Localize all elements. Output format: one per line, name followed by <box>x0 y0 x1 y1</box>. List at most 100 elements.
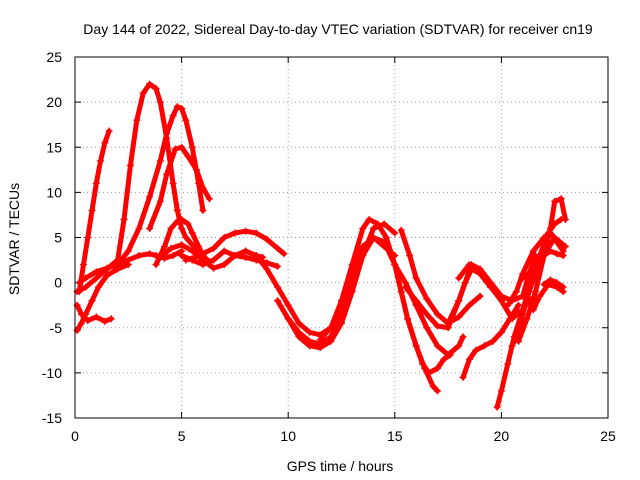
data-point-marker <box>523 315 531 323</box>
data-point-marker <box>173 217 181 225</box>
data-point-marker <box>512 288 520 296</box>
data-point-marker <box>210 256 218 264</box>
y-tick-label: -5 <box>50 320 63 336</box>
data-point-marker <box>497 297 505 305</box>
y-axis-label: SDTVAR / TECUs <box>6 183 22 295</box>
data-point-marker <box>220 247 228 255</box>
data-point-marker <box>553 283 561 291</box>
data-point-marker <box>440 355 448 363</box>
data-point-marker <box>433 310 441 318</box>
data-point-marker <box>561 243 569 251</box>
data-point-marker <box>220 234 228 241</box>
data-point-marker <box>348 261 356 269</box>
data-point-marker <box>546 229 554 237</box>
series-track-03 <box>73 261 132 334</box>
series-track-08 <box>152 215 213 269</box>
data-point-marker <box>380 220 388 228</box>
data-point-marker <box>178 252 186 260</box>
data-point-marker <box>75 279 83 287</box>
data-point-marker <box>163 130 171 138</box>
data-point-marker <box>156 253 164 261</box>
data-point-marker <box>536 292 544 300</box>
data-point-marker <box>84 317 92 325</box>
data-point-marker <box>433 364 441 372</box>
data-point-marker <box>169 252 177 260</box>
data-point-marker <box>529 306 537 314</box>
data-point-marker <box>88 297 96 305</box>
data-point-marker <box>178 143 186 151</box>
data-point-marker <box>92 268 100 276</box>
data-point-marker <box>82 274 90 282</box>
data-point-marker <box>205 195 213 203</box>
data-point-marker <box>401 283 409 291</box>
data-point-marker <box>497 387 505 395</box>
data-point-marker <box>92 179 100 187</box>
data-point-marker <box>156 98 164 106</box>
data-layer <box>73 80 569 411</box>
y-tick-label: -15 <box>42 410 62 426</box>
data-point-marker <box>274 283 282 291</box>
data-point-marker <box>169 179 177 187</box>
data-point-marker <box>444 319 452 327</box>
data-point-marker <box>419 360 427 368</box>
data-point-marker <box>284 301 292 309</box>
data-point-marker <box>199 184 207 192</box>
data-point-marker <box>493 403 501 411</box>
data-point-marker <box>433 322 441 330</box>
data-point-marker <box>178 215 186 223</box>
data-point-marker <box>210 244 218 252</box>
series-track-16 <box>380 238 454 377</box>
data-point-marker <box>316 335 324 343</box>
y-tick-label: 15 <box>46 139 62 155</box>
data-point-marker <box>391 229 399 237</box>
series-track-29 <box>529 280 567 314</box>
data-point-marker <box>84 234 92 241</box>
data-point-marker <box>231 252 239 260</box>
data-point-marker <box>459 333 467 341</box>
data-point-marker <box>487 283 495 291</box>
data-point-marker <box>514 337 522 345</box>
x-tick-label: 15 <box>387 428 403 444</box>
data-point-marker <box>540 234 548 241</box>
data-point-marker <box>455 274 463 282</box>
data-point-marker <box>107 315 115 323</box>
data-point-marker <box>103 271 111 279</box>
data-point-marker <box>199 261 207 269</box>
data-point-marker <box>397 288 405 296</box>
y-tick-label: 5 <box>54 230 62 246</box>
data-point-marker <box>231 229 239 237</box>
data-point-marker <box>423 324 431 332</box>
data-point-marker <box>120 215 128 223</box>
data-point-marker <box>182 116 190 124</box>
data-point-marker <box>544 280 552 288</box>
data-point-marker <box>135 252 143 260</box>
data-point-marker <box>184 152 192 160</box>
data-point-marker <box>263 235 271 243</box>
data-point-marker <box>173 206 181 214</box>
data-point-marker <box>77 319 85 327</box>
data-point-marker <box>178 104 186 112</box>
data-point-marker <box>397 226 405 234</box>
x-tick-label: 25 <box>600 428 616 444</box>
data-point-marker <box>529 247 537 255</box>
data-point-marker <box>188 256 196 264</box>
data-point-marker <box>374 220 382 228</box>
data-point-marker <box>551 197 559 205</box>
series-track-22 <box>459 301 522 381</box>
data-point-marker <box>369 234 377 241</box>
data-point-marker <box>188 229 196 237</box>
data-point-marker <box>163 170 171 178</box>
data-point-marker <box>504 360 512 368</box>
data-point-marker <box>124 247 132 255</box>
data-point-marker <box>465 355 473 363</box>
data-point-marker <box>338 310 345 318</box>
data-point-marker <box>295 319 303 327</box>
data-point-marker <box>423 295 431 303</box>
data-point-marker <box>80 261 88 269</box>
data-point-marker <box>461 279 469 287</box>
series-track-05 <box>73 80 203 296</box>
data-point-marker <box>359 224 367 232</box>
data-point-marker <box>274 297 282 305</box>
